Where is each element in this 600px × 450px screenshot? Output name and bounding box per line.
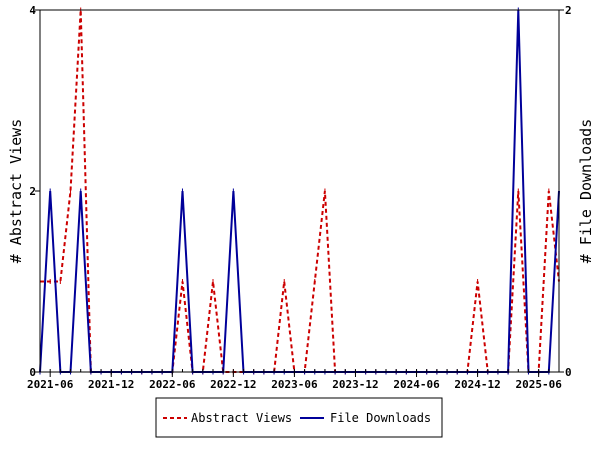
x-tick-label: 2022-12 [210, 378, 256, 391]
y-right-tick-label: 0 [565, 366, 572, 379]
x-tick-label: 2022-06 [149, 378, 196, 391]
x-tick-label: 2023-06 [271, 378, 318, 391]
legend-box [155, 397, 443, 438]
y-left-tick-label: 2 [29, 185, 36, 198]
y-left-tick-label: 4 [29, 4, 36, 17]
legend-label-abstract-views: Abstract Views [191, 411, 292, 425]
legend-label-file-downloads: File Downloads [330, 411, 431, 425]
plot-area [40, 10, 559, 372]
x-tick-label: 2025-06 [515, 378, 562, 391]
x-tick-label: 2023-12 [332, 378, 378, 391]
y-axis-left-title: # Abstract Views [7, 119, 25, 264]
x-tick-label: 2021-06 [27, 378, 74, 391]
y-left-tick-label: 0 [29, 366, 36, 379]
x-tick-label: 2024-12 [454, 378, 500, 391]
plot-background [40, 10, 559, 372]
ticks-layer: 2021-06 2021-12 2022-06 2022-12 2023-06 2023-… [27, 4, 572, 391]
legend: Abstract Views File Downloads [155, 397, 443, 438]
y-right-tick-label: 2 [565, 4, 572, 17]
x-tick-label: 2021-12 [88, 378, 134, 391]
x-tick-label: 2024-06 [393, 378, 440, 391]
y-axis-right-title: # File Downloads [577, 119, 595, 264]
